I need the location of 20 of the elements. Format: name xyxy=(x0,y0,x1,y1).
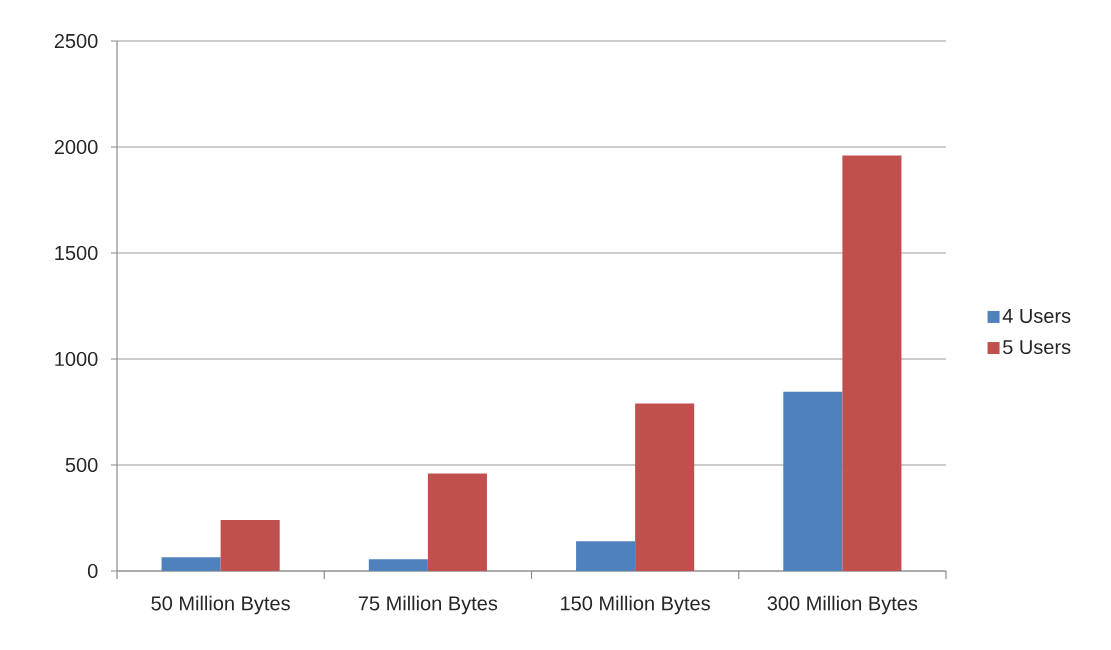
bar xyxy=(220,520,280,571)
legend-label: 5 Users xyxy=(1003,340,1071,355)
bar xyxy=(427,473,487,571)
x-tick-label: 300 Million Bytes xyxy=(767,595,918,615)
x-tick-label: 150 Million Bytes xyxy=(561,595,710,615)
bar xyxy=(783,391,843,571)
legend-label: 4 Users xyxy=(1002,309,1071,324)
y-tick-label: 1000 xyxy=(55,351,98,367)
bar xyxy=(635,403,695,571)
y-tick-label: 2000 xyxy=(54,139,98,155)
bar xyxy=(368,559,428,571)
bar xyxy=(842,155,902,571)
y-tick-label: 2500 xyxy=(54,33,98,49)
x-tick-label: 50 Million Bytes xyxy=(151,595,290,615)
y-tick-label: 1500 xyxy=(55,245,98,261)
x-tick-label: 75 Million Bytes xyxy=(358,595,498,615)
y-tick-label: 0 xyxy=(87,563,98,579)
bar xyxy=(576,541,636,571)
bar xyxy=(161,557,221,571)
y-tick-label: 500 xyxy=(65,457,98,473)
